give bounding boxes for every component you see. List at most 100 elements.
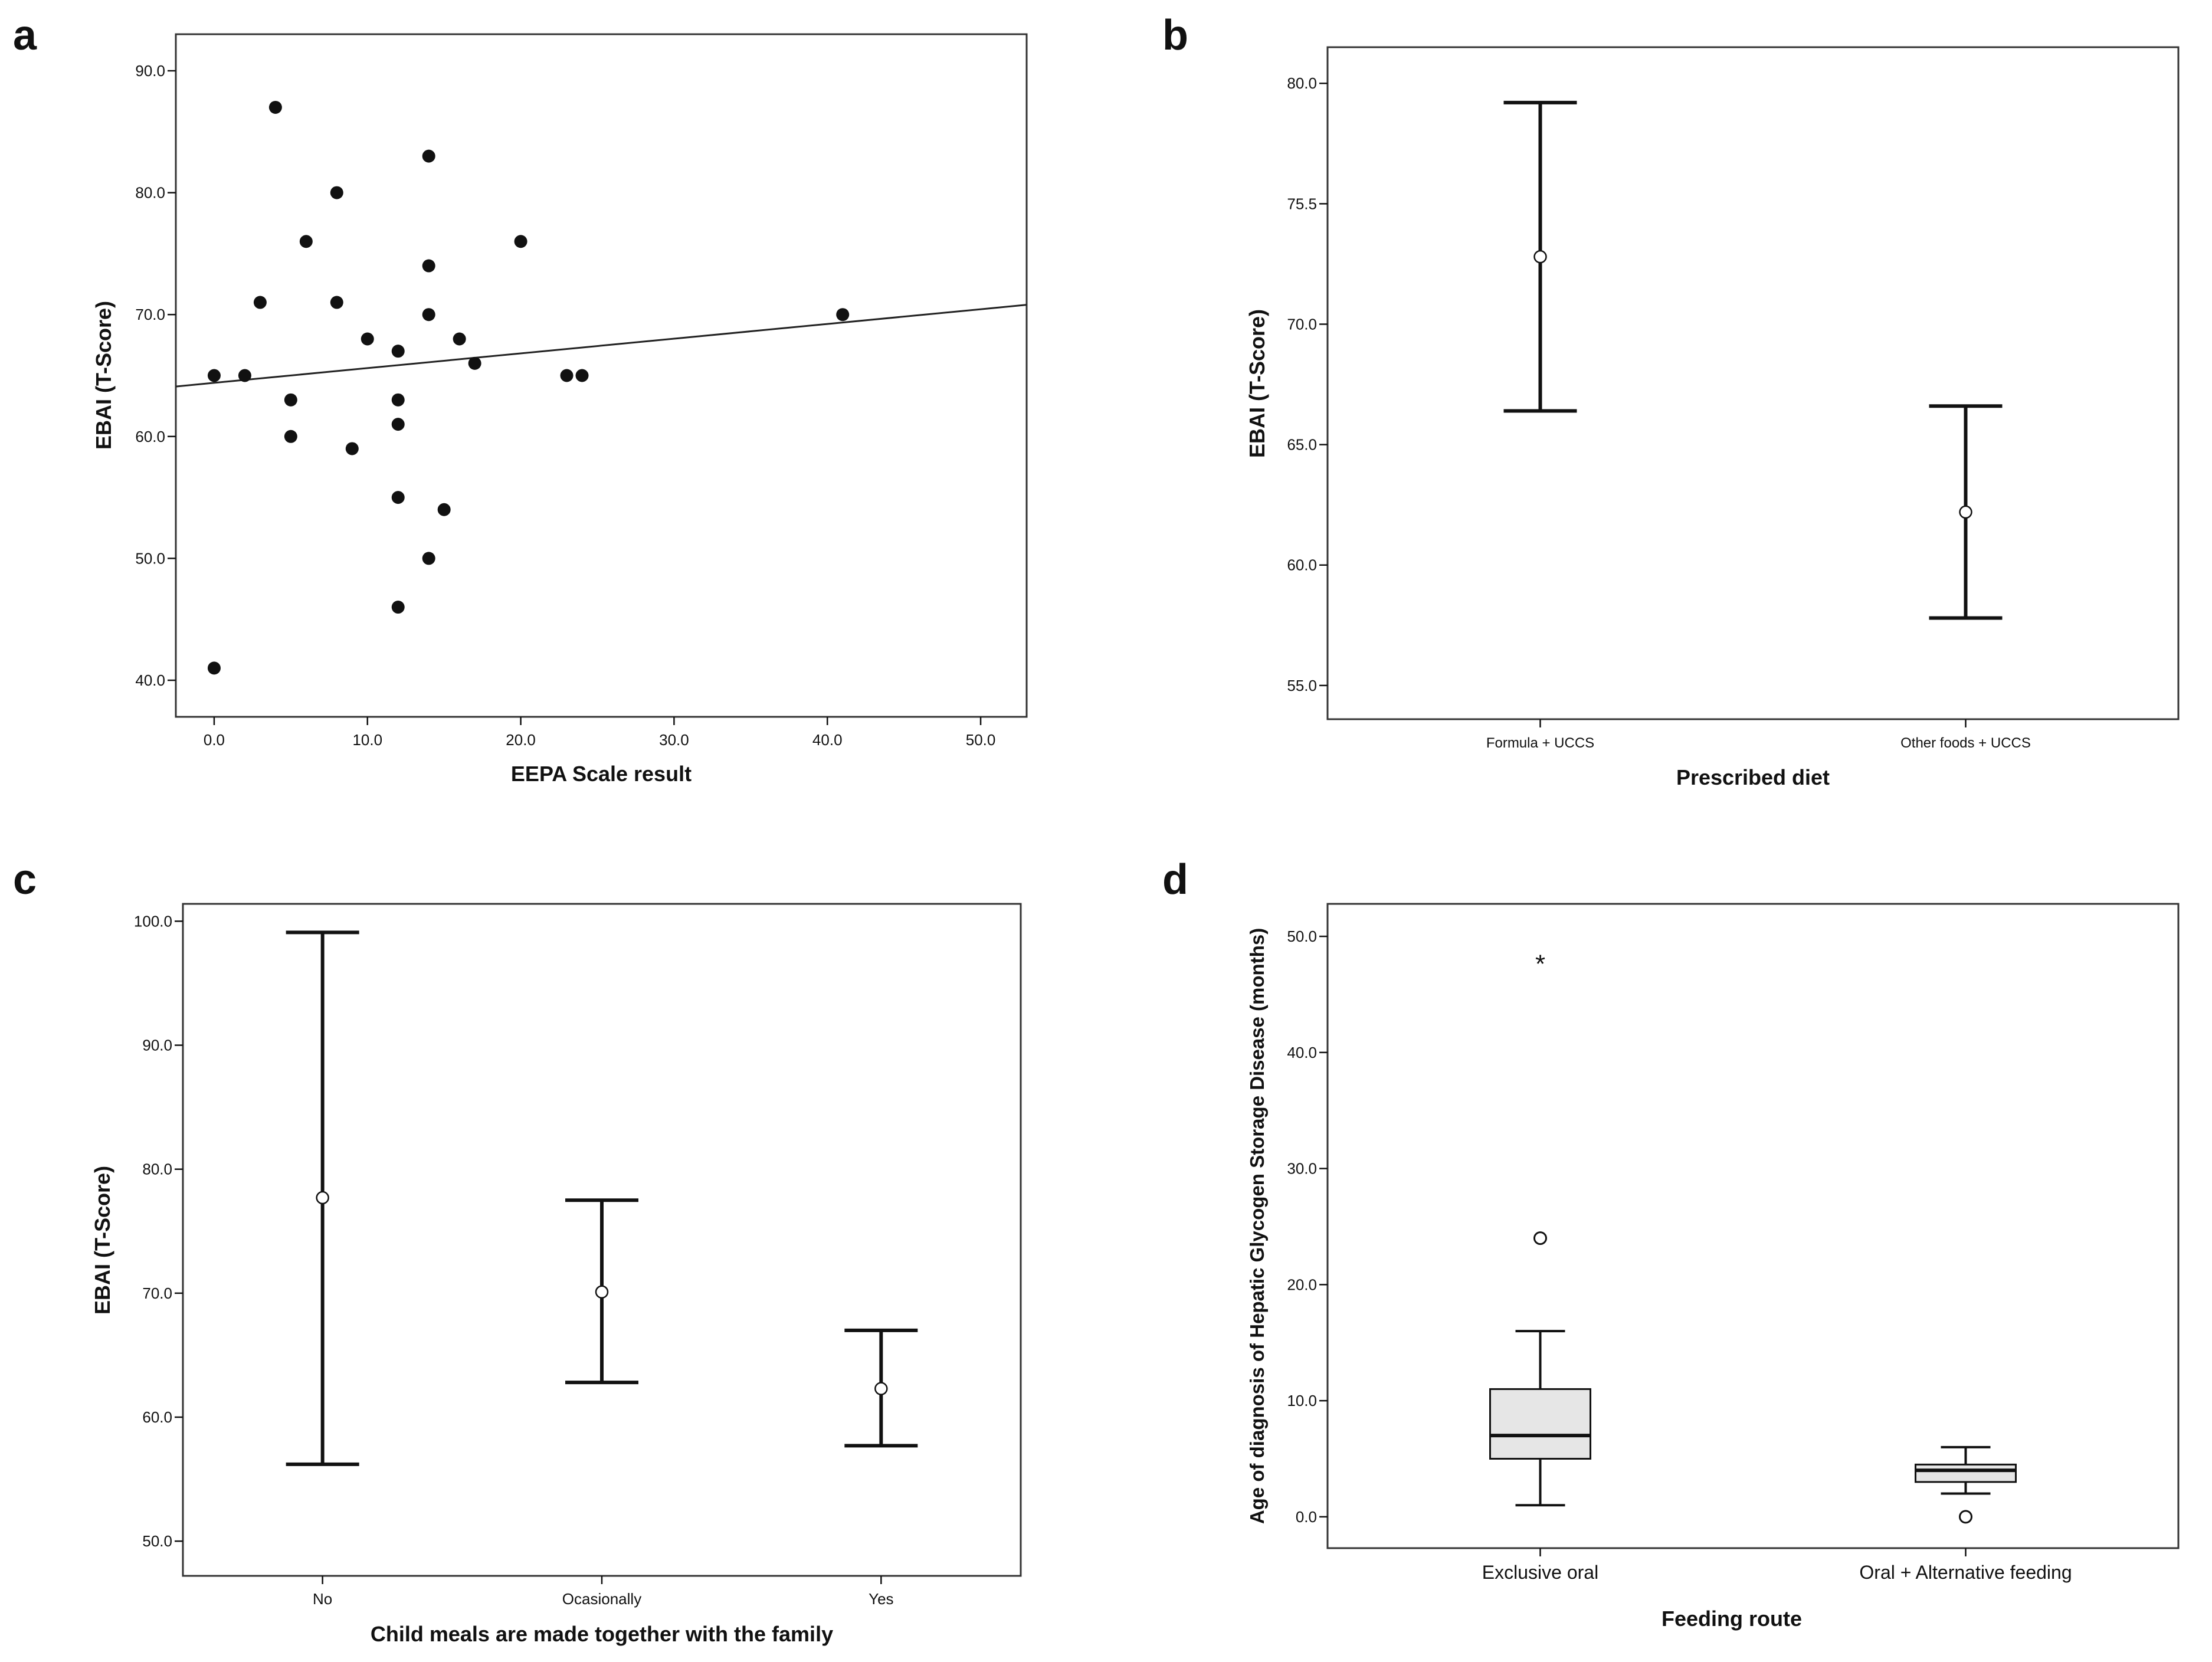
panel-a-data-point <box>422 259 435 273</box>
panel-c-x-tick-label: No <box>313 1590 332 1608</box>
panel-d-x-tick-label: Exclusive oral <box>1482 1562 1598 1583</box>
panel-c-y-axis: 50.0 60.0 70.0 80.0 90.0 100.0 <box>134 912 183 1550</box>
panel-a-data-point <box>330 296 343 309</box>
panel-a-x-axis: 0.0 10.0 20.0 30.0 40.0 50.0 <box>204 717 995 749</box>
panel-a-x-tick-label: 10.0 <box>352 731 382 749</box>
panel-c-y-tick-label: 60.0 <box>142 1408 172 1426</box>
panel-a-data-point <box>514 235 527 248</box>
panel-b-y-axis: 55.0 60.0 65.0 70.0 75.5 80.0 <box>1287 74 1328 694</box>
panel-a-data-point <box>253 296 267 309</box>
panel-b-error-bars <box>1503 100 2003 620</box>
panel-a-data-point <box>207 369 221 382</box>
panel-c-y-tick-label: 70.0 <box>142 1284 172 1302</box>
panel-a-scatter-chart: a 40.0 50.0 60.0 70.0 80.0 90.0 0.0 10.0 20.0 30… <box>13 12 1028 786</box>
panel-a-data-point <box>437 503 451 516</box>
panel-a-x-tick-label: 50.0 <box>966 731 996 749</box>
panel-b-plot-frame <box>1326 46 2180 720</box>
panel-b-y-tick-label: 80.0 <box>1287 74 1317 92</box>
panel-a-data-point <box>575 369 589 382</box>
panel-d-box <box>1489 1388 1591 1460</box>
panel-letter-d: d <box>1162 856 1188 903</box>
panel-a-y-axis: 40.0 50.0 60.0 70.0 80.0 90.0 <box>135 62 176 689</box>
panel-a-data-point <box>422 149 435 163</box>
panel-d-y-tick-label: 40.0 <box>1287 1044 1317 1061</box>
panel-b-x-axis-title: Prescribed diet <box>1676 765 1830 789</box>
panel-c-y-tick-label: 50.0 <box>142 1532 172 1550</box>
panel-a-data-point <box>238 369 251 382</box>
panel-a-x-tick-label: 20.0 <box>506 731 536 749</box>
panel-a-data-points <box>207 100 850 675</box>
panel-d-extreme-marker: * <box>1535 949 1545 978</box>
panel-a-y-tick-label: 50.0 <box>135 549 165 567</box>
panel-b-mean-marker <box>1533 250 1547 264</box>
panel-a-data-point <box>361 332 374 346</box>
panel-d-x-axis-title: Feeding route <box>1662 1607 1802 1631</box>
panel-c-x-tick-label: Yes <box>869 1590 893 1608</box>
panel-a-x-axis-title: EEPA Scale result <box>511 762 692 786</box>
panel-c-error-bars <box>286 930 918 1466</box>
panel-c-mean-marker <box>874 1382 888 1395</box>
panel-a-data-point <box>330 186 343 199</box>
panel-d-y-tick-label: 50.0 <box>1287 927 1317 945</box>
panel-c-mean-marker <box>316 1191 329 1205</box>
panel-a-data-point <box>391 418 405 431</box>
panel-d-y-axis: 0.0 10.0 20.0 30.0 40.0 50.0 <box>1287 927 1328 1526</box>
panel-a-y-axis-title: EBAI (T-Score) <box>91 301 116 450</box>
panel-d-plot-frame <box>1326 903 2180 1549</box>
panel-a-fit-line <box>175 304 1027 388</box>
panel-a-data-point <box>284 430 297 443</box>
panel-a-x-tick-label: 0.0 <box>204 731 225 749</box>
panel-c-mean-marker <box>595 1285 609 1299</box>
panel-a-data-point <box>468 356 481 370</box>
panel-d-y-tick-label: 10.0 <box>1287 1392 1317 1409</box>
panel-c-x-tick-label: Ocasionally <box>562 1590 641 1608</box>
panel-d-outlier-marker <box>1959 1510 1972 1524</box>
panel-a-x-tick-label: 30.0 <box>659 731 689 749</box>
panel-b-x-axis: Formula + UCCS Other foods + UCCS <box>1486 719 2031 751</box>
panel-d-y-tick-label: 0.0 <box>1296 1508 1317 1526</box>
panel-c-errorbar-chart: c 50.0 60.0 70.0 80.0 90.0 100.0 No Ocasionall… <box>13 856 1022 1646</box>
panel-a-data-point <box>391 601 405 614</box>
panel-c-y-tick-label: 80.0 <box>142 1161 172 1178</box>
panel-a-data-point <box>207 661 221 675</box>
panel-b-x-tick-label: Other foods + UCCS <box>1900 735 2031 751</box>
panel-d-y-tick-label: 20.0 <box>1287 1276 1317 1293</box>
panel-c-x-axis: No Ocasionally Yes <box>313 1576 894 1608</box>
panel-a-data-point <box>560 369 574 382</box>
panel-d-x-tick-label: Oral + Alternative feeding <box>1859 1562 2072 1583</box>
panel-d-x-axis: Exclusive oral Oral + Alternative feeding <box>1482 1548 2072 1583</box>
panel-a-data-point <box>345 442 359 455</box>
panel-c-y-tick-label: 90.0 <box>142 1037 172 1054</box>
panel-d-outlier-marker <box>1533 1231 1547 1245</box>
panel-d-box <box>1915 1463 2017 1483</box>
panel-b-x-tick-label: Formula + UCCS <box>1486 735 1594 751</box>
panel-a-y-tick-label: 70.0 <box>135 306 165 323</box>
panel-a-data-point <box>268 100 282 114</box>
panel-a-data-point <box>299 235 313 248</box>
panel-a-data-point <box>284 393 297 407</box>
panel-a-y-tick-label: 40.0 <box>135 671 165 689</box>
panel-a-data-point <box>391 393 405 407</box>
panel-b-y-tick-label: 60.0 <box>1287 556 1317 574</box>
panel-b-y-tick-label: 70.0 <box>1287 315 1317 333</box>
panel-b-mean-marker <box>1959 505 1972 519</box>
panel-c-y-tick-label: 100.0 <box>134 912 172 930</box>
panel-d-boxes: * <box>1489 949 2017 1524</box>
panel-a-data-point <box>453 332 466 346</box>
panel-b-errorbar-chart: b 55.0 60.0 65.0 70.0 75.5 80.0 Formula + UCC… <box>1162 12 2180 789</box>
panel-c-x-axis-title: Child meals are made together with the f… <box>371 1622 833 1646</box>
panel-a-data-point <box>391 345 405 358</box>
panel-letter-a: a <box>13 12 37 59</box>
panel-d-y-axis-title: Age of diagnosis of Hepatic Glycogen Sto… <box>1246 928 1268 1524</box>
panel-d-y-tick-label: 30.0 <box>1287 1160 1317 1178</box>
panel-a-data-point <box>422 308 435 322</box>
panel-a-data-point <box>422 552 435 565</box>
panel-a-data-point <box>391 491 405 504</box>
panel-b-y-tick-label: 55.0 <box>1287 677 1317 694</box>
panel-a-y-tick-label: 90.0 <box>135 62 165 80</box>
panel-d-boxplot-chart: d 0.0 10.0 20.0 30.0 40.0 50.0 Exclusive oral… <box>1162 856 2180 1631</box>
panel-c-y-axis-title: EBAI (T-Score) <box>90 1166 114 1314</box>
panel-b-y-tick-label: 75.5 <box>1287 195 1317 212</box>
panel-a-data-point <box>836 308 850 322</box>
